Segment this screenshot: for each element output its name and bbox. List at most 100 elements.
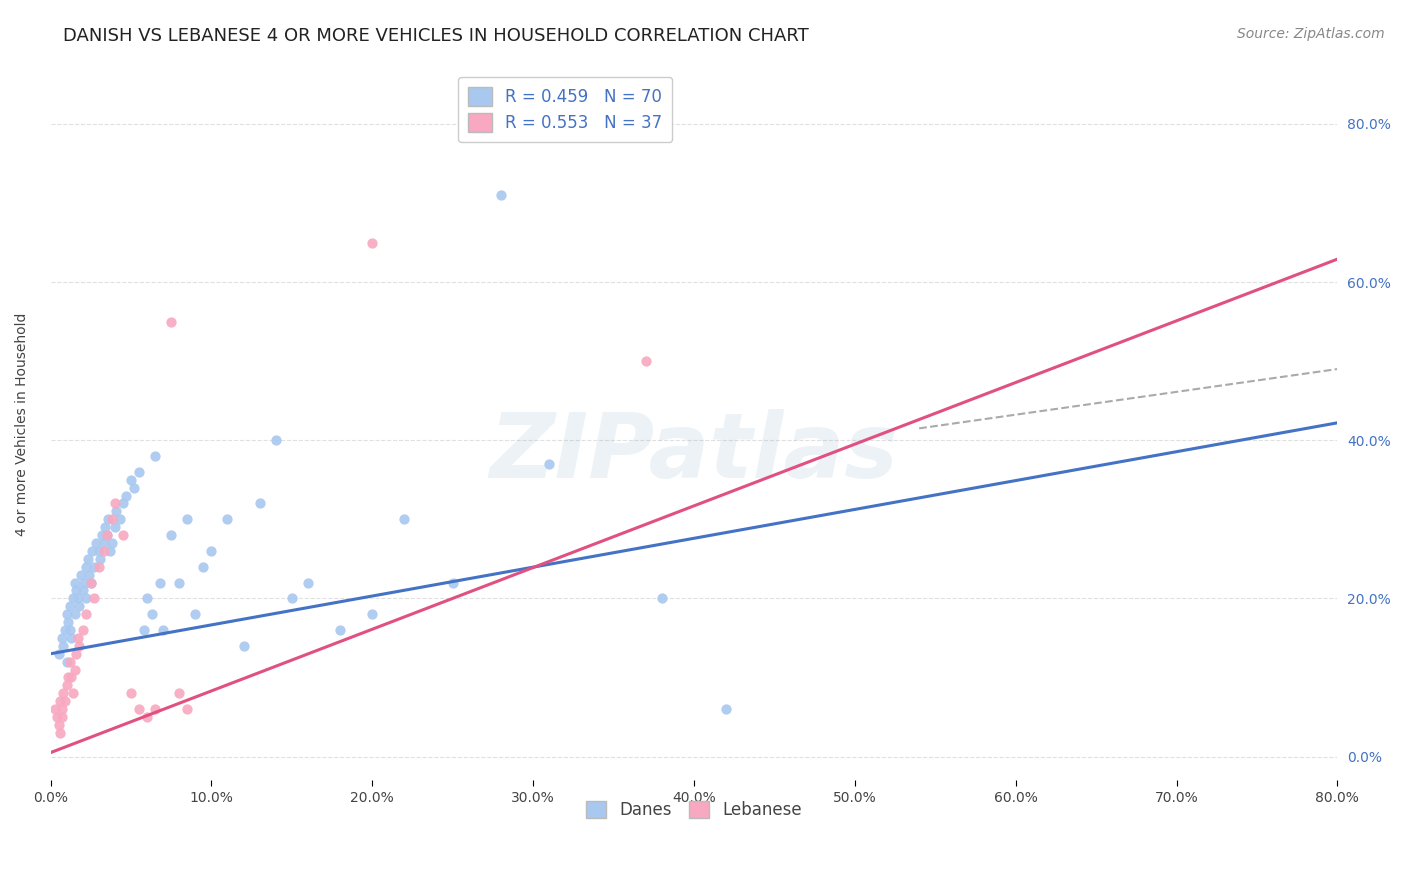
Point bbox=[69, 599, 91, 614]
Point bbox=[714, 702, 737, 716]
Point bbox=[91, 528, 114, 542]
Point bbox=[634, 354, 657, 368]
Point bbox=[93, 536, 115, 550]
Point bbox=[49, 694, 72, 708]
Point bbox=[73, 575, 96, 590]
Point bbox=[128, 702, 150, 716]
Point bbox=[83, 559, 105, 574]
Point bbox=[52, 639, 75, 653]
Point bbox=[55, 655, 77, 669]
Point bbox=[141, 607, 163, 622]
Point bbox=[152, 623, 174, 637]
Point bbox=[143, 702, 166, 716]
Point bbox=[55, 607, 77, 622]
Point bbox=[160, 528, 183, 542]
Point bbox=[59, 623, 82, 637]
Point bbox=[136, 591, 159, 606]
Point bbox=[77, 567, 100, 582]
Point bbox=[96, 528, 118, 542]
Point bbox=[93, 544, 115, 558]
Point bbox=[167, 686, 190, 700]
Point bbox=[59, 655, 82, 669]
Y-axis label: 4 or more Vehicles in Household: 4 or more Vehicles in Household bbox=[15, 313, 30, 536]
Point bbox=[49, 726, 72, 740]
Point bbox=[217, 512, 239, 526]
Point bbox=[75, 591, 97, 606]
Point bbox=[132, 623, 155, 637]
Point bbox=[361, 607, 384, 622]
Point bbox=[83, 591, 105, 606]
Point bbox=[128, 465, 150, 479]
Point bbox=[120, 473, 142, 487]
Point bbox=[176, 702, 198, 716]
Point bbox=[87, 544, 110, 558]
Point bbox=[69, 639, 91, 653]
Point bbox=[100, 536, 122, 550]
Point bbox=[136, 710, 159, 724]
Point bbox=[297, 575, 319, 590]
Legend: Danes, Lebanese: Danes, Lebanese bbox=[579, 794, 808, 825]
Point bbox=[264, 434, 287, 448]
Point bbox=[122, 481, 145, 495]
Point bbox=[48, 647, 70, 661]
Point bbox=[80, 575, 103, 590]
Point bbox=[89, 552, 111, 566]
Point bbox=[62, 686, 84, 700]
Point bbox=[111, 528, 134, 542]
Point bbox=[176, 512, 198, 526]
Point bbox=[100, 512, 122, 526]
Point bbox=[149, 575, 172, 590]
Point bbox=[329, 623, 352, 637]
Point bbox=[76, 552, 98, 566]
Text: ZIPatlas: ZIPatlas bbox=[489, 409, 898, 497]
Point bbox=[53, 694, 76, 708]
Point bbox=[62, 591, 84, 606]
Point bbox=[84, 536, 107, 550]
Point bbox=[105, 504, 128, 518]
Point bbox=[55, 678, 77, 692]
Point bbox=[51, 631, 73, 645]
Point bbox=[98, 544, 121, 558]
Point bbox=[193, 559, 215, 574]
Point bbox=[53, 623, 76, 637]
Point bbox=[63, 575, 86, 590]
Point bbox=[167, 575, 190, 590]
Point bbox=[441, 575, 464, 590]
Point bbox=[96, 528, 118, 542]
Point bbox=[87, 559, 110, 574]
Point bbox=[394, 512, 416, 526]
Text: DANISH VS LEBANESE 4 OR MORE VEHICLES IN HOUSEHOLD CORRELATION CHART: DANISH VS LEBANESE 4 OR MORE VEHICLES IN… bbox=[63, 27, 808, 45]
Point bbox=[97, 512, 120, 526]
Point bbox=[60, 671, 83, 685]
Point bbox=[58, 671, 80, 685]
Point bbox=[489, 188, 512, 202]
Point bbox=[143, 449, 166, 463]
Point bbox=[249, 496, 271, 510]
Point bbox=[63, 663, 86, 677]
Point bbox=[51, 710, 73, 724]
Point bbox=[63, 607, 86, 622]
Point bbox=[66, 591, 89, 606]
Point bbox=[281, 591, 304, 606]
Point bbox=[75, 607, 97, 622]
Point bbox=[48, 718, 70, 732]
Point bbox=[120, 686, 142, 700]
Point bbox=[65, 583, 87, 598]
Point bbox=[75, 559, 97, 574]
Point bbox=[104, 496, 127, 510]
Point bbox=[44, 702, 66, 716]
Point bbox=[72, 623, 94, 637]
Point bbox=[72, 583, 94, 598]
Point bbox=[184, 607, 207, 622]
Point bbox=[80, 575, 103, 590]
Point bbox=[46, 710, 69, 724]
Point bbox=[200, 544, 222, 558]
Point bbox=[52, 686, 75, 700]
Text: Source: ZipAtlas.com: Source: ZipAtlas.com bbox=[1237, 27, 1385, 41]
Point bbox=[115, 489, 138, 503]
Point bbox=[232, 639, 254, 653]
Point bbox=[59, 599, 82, 614]
Point bbox=[66, 631, 89, 645]
Point bbox=[51, 702, 73, 716]
Point bbox=[58, 615, 80, 629]
